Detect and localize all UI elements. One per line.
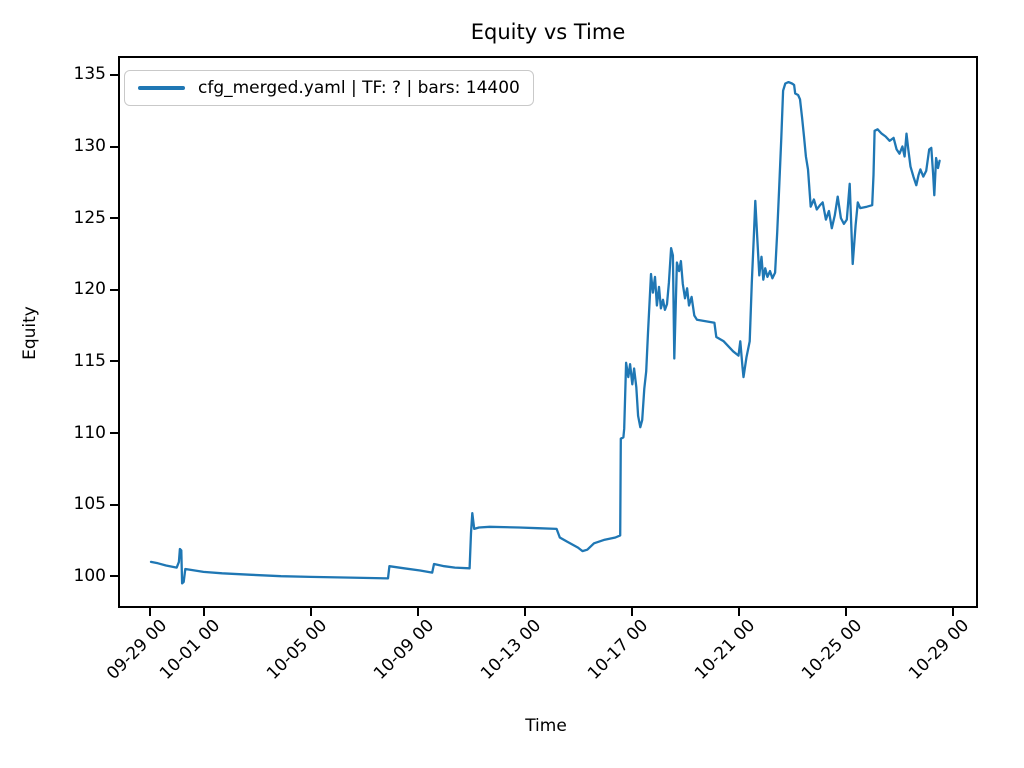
x-tick-label: 10-25 00 xyxy=(798,615,867,684)
x-tick-label: 10-13 00 xyxy=(477,615,546,684)
legend: cfg_merged.yaml | TF: ? | bars: 14400 xyxy=(124,70,534,106)
x-tick-label: 10-01 00 xyxy=(156,615,225,684)
y-tick-label: 125 xyxy=(73,207,106,228)
plot-area: cfg_merged.yaml | TF: ? | bars: 14400 xyxy=(118,56,978,608)
y-tick-label: 120 xyxy=(73,279,106,300)
x-tick-mark xyxy=(737,608,740,616)
y-tick-label: 110 xyxy=(73,422,106,443)
y-tick-mark xyxy=(110,73,118,76)
chart-title: Equity vs Time xyxy=(470,20,626,44)
y-tick-mark xyxy=(110,503,118,506)
x-tick-mark xyxy=(951,608,954,616)
legend-line-sample xyxy=(138,86,185,90)
x-tick-mark xyxy=(202,608,205,616)
x-tick-mark xyxy=(416,608,419,616)
y-tick-label: 135 xyxy=(73,64,106,85)
y-tick-label: 100 xyxy=(73,565,106,586)
equity-line xyxy=(149,80,941,585)
x-tick-label: 10-09 00 xyxy=(370,615,439,684)
x-tick-label: 10-29 00 xyxy=(905,615,974,684)
y-tick-label: 105 xyxy=(73,494,106,515)
y-tick-mark xyxy=(110,145,118,148)
y-tick-mark xyxy=(110,217,118,220)
x-tick-label: 10-21 00 xyxy=(691,615,760,684)
x-tick-mark xyxy=(844,608,847,616)
x-tick-mark xyxy=(630,608,633,616)
y-tick-mark xyxy=(110,360,118,363)
x-tick-mark xyxy=(309,608,312,616)
x-tick-mark xyxy=(523,608,526,616)
y-axis-label: Equity xyxy=(20,306,40,360)
x-tick-mark xyxy=(149,608,151,616)
y-tick-label: 130 xyxy=(73,136,106,156)
x-tick-label: 10-17 00 xyxy=(584,615,653,684)
x-axis-label: Time xyxy=(525,716,567,736)
legend-label: cfg_merged.yaml | TF: ? | bars: 14400 xyxy=(198,78,520,98)
x-tick-label: 10-05 00 xyxy=(263,615,332,684)
equity-line-chart xyxy=(149,80,941,585)
y-tick-mark xyxy=(110,575,118,578)
y-tick-mark xyxy=(110,432,118,434)
y-tick-mark xyxy=(110,288,118,291)
x-tick-label: 09-29 00 xyxy=(102,615,171,684)
